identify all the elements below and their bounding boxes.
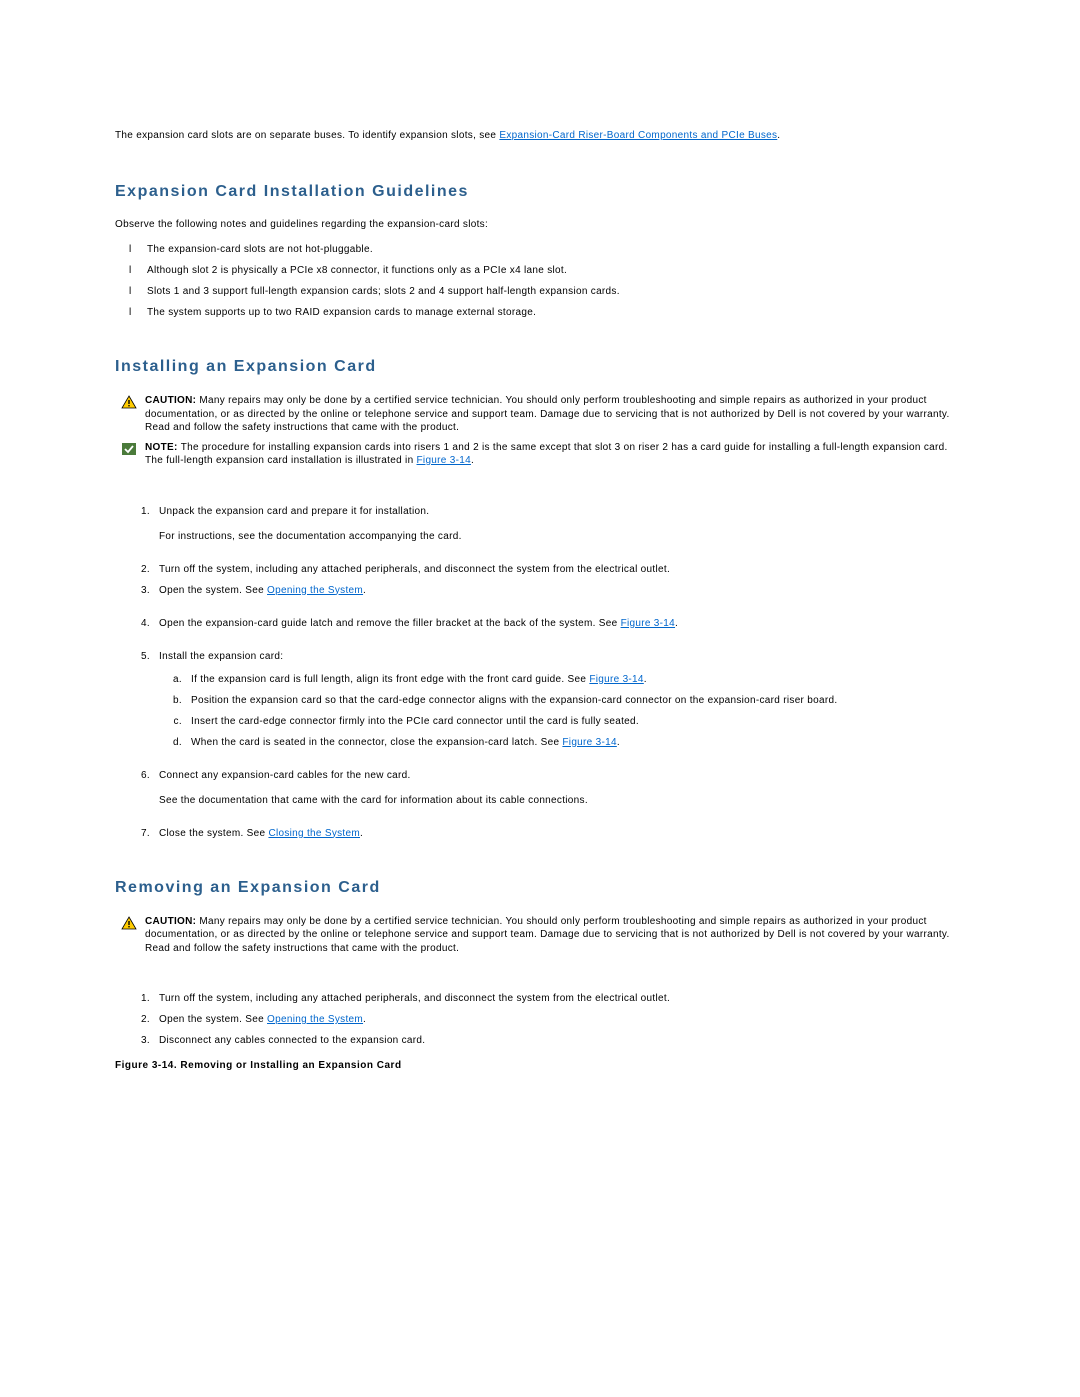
- note-before: The procedure for installing expansion c…: [145, 442, 948, 467]
- note-text: NOTE: The procedure for installing expan…: [145, 441, 965, 468]
- remove-step: Open the system. See Opening the System.: [153, 1014, 965, 1025]
- install-step: Turn off the system, including any attac…: [153, 564, 965, 575]
- caution-icon: [121, 916, 139, 935]
- substep: When the card is seated in the connector…: [185, 737, 965, 748]
- substep-after: .: [617, 737, 620, 748]
- install-step: Install the expansion card: If the expan…: [153, 651, 965, 748]
- caution-text: CAUTION: Many repairs may only be done b…: [145, 915, 965, 956]
- guideline-item: Slots 1 and 3 support full-length expans…: [147, 286, 965, 297]
- substep: If the expansion card is full length, al…: [185, 674, 965, 685]
- guideline-item: The system supports up to two RAID expan…: [147, 307, 965, 318]
- note-link[interactable]: Figure 3-14: [417, 455, 471, 466]
- guideline-item: Although slot 2 is physically a PCIe x8 …: [147, 265, 965, 276]
- note-notice: NOTE: The procedure for installing expan…: [115, 441, 965, 468]
- note-icon: [121, 442, 139, 461]
- step-link[interactable]: Figure 3-14: [621, 618, 675, 629]
- install-step: Open the expansion-card guide latch and …: [153, 618, 965, 629]
- install-step: Connect any expansion-card cables for th…: [153, 770, 965, 806]
- step-text: Connect any expansion-card cables for th…: [159, 770, 411, 781]
- install-step: Unpack the expansion card and prepare it…: [153, 506, 965, 542]
- caution-text: CAUTION: Many repairs may only be done b…: [145, 394, 965, 435]
- install-heading: Installing an Expansion Card: [115, 358, 965, 376]
- intro-text-before: The expansion card slots are on separate…: [115, 130, 499, 141]
- remove-steps: Turn off the system, including any attac…: [115, 993, 965, 1046]
- substep-before: When the card is seated in the connector…: [191, 737, 562, 748]
- guidelines-list: The expansion-card slots are not hot-plu…: [115, 244, 965, 318]
- step-text: Unpack the expansion card and prepare it…: [159, 506, 429, 517]
- remove-step: Turn off the system, including any attac…: [153, 993, 965, 1004]
- step-para: See the documentation that came with the…: [159, 795, 965, 806]
- substep-link[interactable]: Figure 3-14: [589, 674, 643, 685]
- install-step: Open the system. See Opening the System.: [153, 585, 965, 596]
- substep: Position the expansion card so that the …: [185, 695, 965, 706]
- substep: Insert the card-edge connector firmly in…: [185, 716, 965, 727]
- install-substeps: If the expansion card is full length, al…: [159, 674, 965, 748]
- caution-notice: CAUTION: Many repairs may only be done b…: [115, 915, 965, 956]
- remove-heading: Removing an Expansion Card: [115, 879, 965, 897]
- install-steps: Unpack the expansion card and prepare it…: [115, 506, 965, 839]
- remove-notices: CAUTION: Many repairs may only be done b…: [115, 915, 965, 956]
- install-step: Close the system. See Closing the System…: [153, 828, 965, 839]
- step-before: Open the expansion-card guide latch and …: [159, 618, 621, 629]
- note-label: NOTE:: [145, 442, 181, 453]
- substep-after: .: [644, 674, 647, 685]
- guideline-item: The expansion-card slots are not hot-plu…: [147, 244, 965, 255]
- guidelines-intro: Observe the following notes and guidelin…: [115, 219, 965, 230]
- step-link[interactable]: Closing the System: [268, 828, 360, 839]
- intro-text-after: .: [777, 130, 780, 141]
- document-page: The expansion card slots are on separate…: [0, 0, 1080, 1121]
- caution-notice: CAUTION: Many repairs may only be done b…: [115, 394, 965, 435]
- note-after: .: [471, 455, 474, 466]
- step-before: Open the system. See: [159, 1014, 267, 1025]
- caution-icon: [121, 395, 139, 414]
- guidelines-heading: Expansion Card Installation Guidelines: [115, 183, 965, 201]
- caution-body: Many repairs may only be done by a certi…: [145, 395, 950, 433]
- remove-step: Disconnect any cables connected to the e…: [153, 1035, 965, 1046]
- step-before: Close the system. See: [159, 828, 268, 839]
- caution-label: CAUTION:: [145, 916, 199, 927]
- install-notices: CAUTION: Many repairs may only be done b…: [115, 394, 965, 468]
- substep-link[interactable]: Figure 3-14: [562, 737, 616, 748]
- step-after: .: [675, 618, 678, 629]
- substep-before: If the expansion card is full length, al…: [191, 674, 589, 685]
- figure-caption: Figure 3-14. Removing or Installing an E…: [115, 1060, 965, 1071]
- intro-link[interactable]: Expansion-Card Riser-Board Components an…: [499, 130, 777, 141]
- step-before: Open the system. See: [159, 585, 267, 596]
- step-text: Install the expansion card:: [159, 651, 283, 662]
- step-para: For instructions, see the documentation …: [159, 531, 965, 542]
- step-link[interactable]: Opening the System: [267, 1014, 363, 1025]
- caution-label: CAUTION:: [145, 395, 199, 406]
- step-link[interactable]: Opening the System: [267, 585, 363, 596]
- step-after: .: [360, 828, 363, 839]
- intro-paragraph: The expansion card slots are on separate…: [115, 130, 965, 141]
- step-after: .: [363, 1014, 366, 1025]
- caution-body: Many repairs may only be done by a certi…: [145, 916, 950, 954]
- step-after: .: [363, 585, 366, 596]
